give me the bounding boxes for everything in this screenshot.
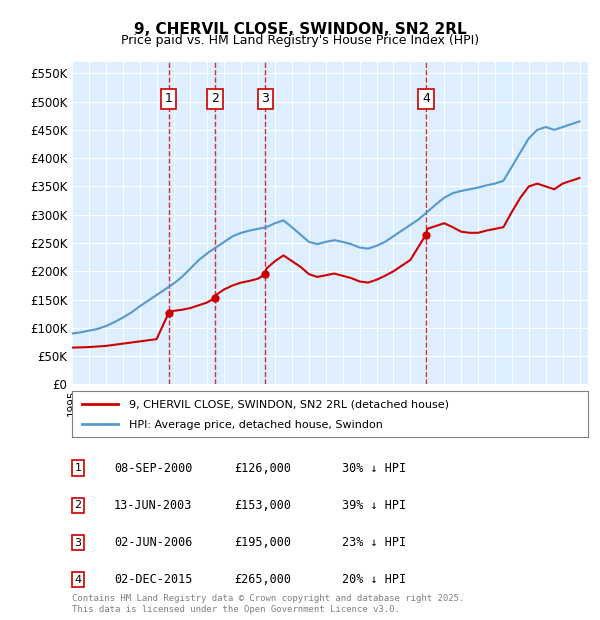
Text: Price paid vs. HM Land Registry's House Price Index (HPI): Price paid vs. HM Land Registry's House … bbox=[121, 34, 479, 47]
Text: 39% ↓ HPI: 39% ↓ HPI bbox=[342, 499, 406, 511]
Text: £195,000: £195,000 bbox=[234, 536, 291, 549]
Text: 9, CHERVIL CLOSE, SWINDON, SN2 2RL (detached house): 9, CHERVIL CLOSE, SWINDON, SN2 2RL (deta… bbox=[129, 399, 449, 410]
Text: 3: 3 bbox=[74, 538, 82, 547]
Text: 3: 3 bbox=[262, 92, 269, 105]
Text: 20% ↓ HPI: 20% ↓ HPI bbox=[342, 574, 406, 586]
Text: 02-DEC-2015: 02-DEC-2015 bbox=[114, 574, 193, 586]
Text: 30% ↓ HPI: 30% ↓ HPI bbox=[342, 462, 406, 474]
Text: 4: 4 bbox=[422, 92, 430, 105]
Text: 13-JUN-2003: 13-JUN-2003 bbox=[114, 499, 193, 511]
Text: Contains HM Land Registry data © Crown copyright and database right 2025.
This d: Contains HM Land Registry data © Crown c… bbox=[72, 595, 464, 614]
Text: £265,000: £265,000 bbox=[234, 574, 291, 586]
Text: 1: 1 bbox=[164, 92, 173, 105]
Text: £126,000: £126,000 bbox=[234, 462, 291, 474]
Text: 23% ↓ HPI: 23% ↓ HPI bbox=[342, 536, 406, 549]
Text: HPI: Average price, detached house, Swindon: HPI: Average price, detached house, Swin… bbox=[129, 420, 383, 430]
Text: 02-JUN-2006: 02-JUN-2006 bbox=[114, 536, 193, 549]
Text: 1: 1 bbox=[74, 463, 82, 473]
Text: 9, CHERVIL CLOSE, SWINDON, SN2 2RL: 9, CHERVIL CLOSE, SWINDON, SN2 2RL bbox=[134, 22, 466, 37]
Text: 2: 2 bbox=[74, 500, 82, 510]
Text: 4: 4 bbox=[74, 575, 82, 585]
Text: £153,000: £153,000 bbox=[234, 499, 291, 511]
Text: 08-SEP-2000: 08-SEP-2000 bbox=[114, 462, 193, 474]
Text: 2: 2 bbox=[211, 92, 219, 105]
